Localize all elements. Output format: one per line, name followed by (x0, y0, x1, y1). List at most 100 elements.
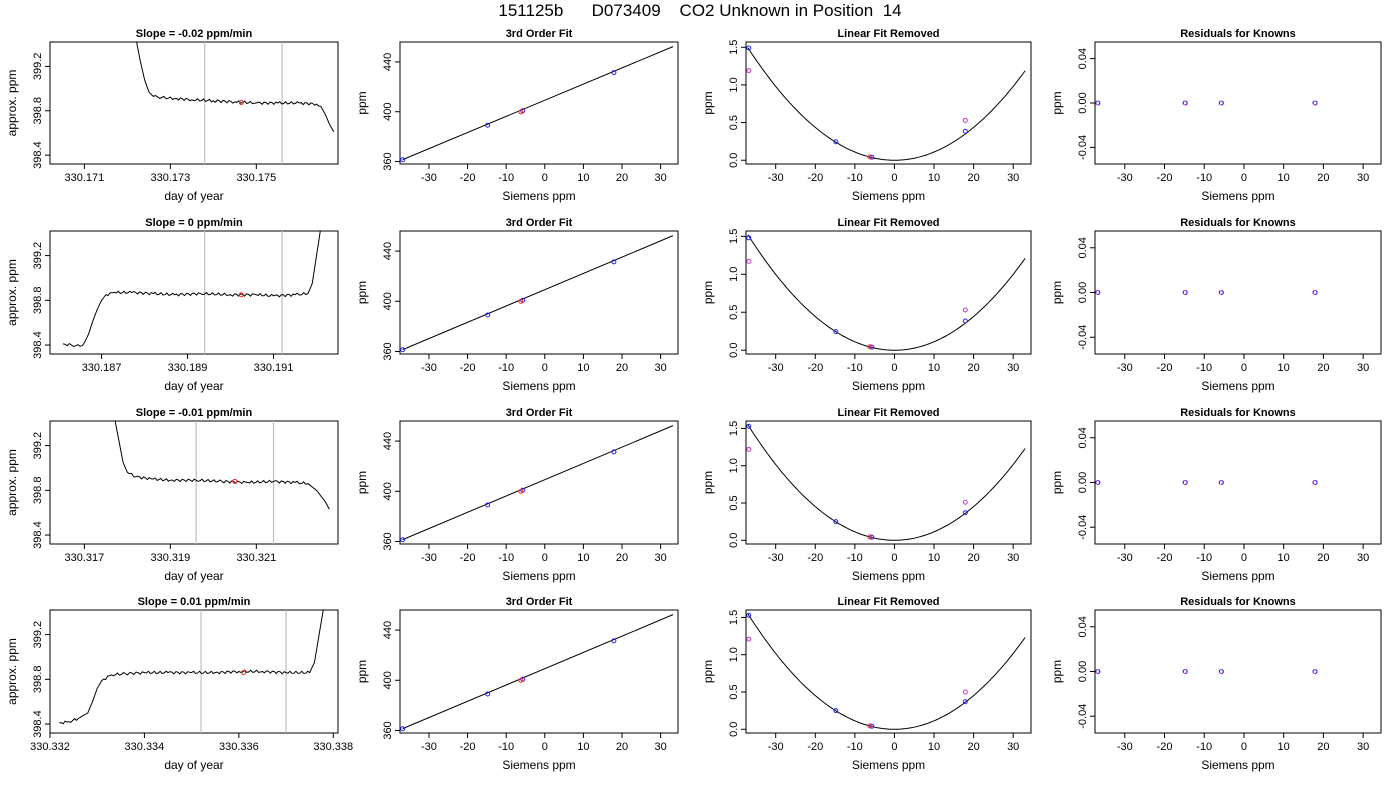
y-tick-label: 398.4 (32, 141, 44, 169)
x-axis-label: Siemens ppm (852, 758, 925, 772)
plot-frame (399, 420, 679, 545)
y-tick-label: 0.00 (1077, 92, 1089, 113)
y-tick-label: 0.5 (728, 305, 740, 320)
x-axis-label: day of year (164, 758, 223, 772)
x-tick-label: 0 (891, 172, 897, 184)
y-tick-label: 398.8 (32, 477, 44, 505)
x-tick-label: -20 (460, 362, 476, 374)
y-tick-label: 440 (382, 53, 394, 71)
plot-area (746, 234, 1026, 351)
unknown-marker (238, 292, 244, 298)
x-tick-label: 330.191 (254, 362, 294, 374)
known-point (485, 691, 491, 697)
x-tick-label: 10 (928, 552, 940, 564)
fit-point (746, 636, 752, 642)
x-tick-label: 30 (655, 552, 667, 564)
plot-frame (399, 609, 679, 734)
fit-point (746, 258, 752, 264)
plot-area (400, 235, 674, 353)
x-tick-label: 10 (1278, 172, 1290, 184)
x-tick-label: -20 (460, 741, 476, 753)
x-axis-label: Siemens ppm (1201, 569, 1274, 583)
y-tick-label: 1.0 (728, 458, 740, 473)
plot-area (136, 42, 335, 164)
y-axis-label: ppm (1050, 91, 1064, 114)
y-axis-label: ppm (701, 471, 715, 494)
y-tick-label: 360 (382, 152, 394, 170)
y-tick-label: 1.5 (728, 40, 740, 55)
known-point (962, 699, 968, 705)
unknown-marker (238, 99, 244, 105)
y-tick-label: 0.00 (1077, 282, 1089, 303)
x-tick-label: -30 (1117, 172, 1133, 184)
x-tick-label: -30 (421, 552, 437, 564)
x-tick-label: 330.173 (150, 172, 190, 184)
x-tick-label: -10 (847, 741, 863, 753)
known-point (746, 45, 752, 51)
known-point (962, 318, 968, 324)
x-tick-label: 0 (542, 741, 548, 753)
x-tick-label: 30 (1357, 172, 1369, 184)
x-tick-label: -20 (460, 552, 476, 564)
y-tick-label: 440 (382, 621, 394, 639)
plot-frame (49, 609, 339, 734)
x-tick-label: 20 (1317, 552, 1329, 564)
fit-panel-row-3: 3rd Order Fit -30 -20 -10 0 10 20 30 360 400 440 Si… (355, 407, 679, 583)
known-point (833, 708, 839, 714)
fit-curve (402, 425, 674, 541)
trace-panel-row-2: Slope = 0 ppm/min 330.187 330.189 330.191 39… (5, 217, 339, 393)
x-axis-label: Siemens ppm (1201, 379, 1274, 393)
x-tick-label: -30 (1117, 362, 1133, 374)
x-tick-label: -10 (498, 552, 514, 564)
plot-frame (49, 420, 339, 545)
residuals-panel-row-2: Residuals for Knowns -30 -20 -10 0 10 20 30 -0.0… (1050, 217, 1382, 393)
x-tick-label: 20 (967, 172, 979, 184)
x-tick-label: -30 (768, 552, 784, 564)
known-point (833, 139, 839, 145)
y-axis-label: ppm (1050, 660, 1064, 683)
unknown-marker (241, 670, 247, 676)
x-axis-label: Siemens ppm (852, 189, 925, 203)
y-tick-label: 360 (382, 721, 394, 739)
residuals-panel-row-3: Residuals for Knowns -30 -20 -10 0 10 20 30 -0.0… (1050, 407, 1382, 583)
plot-area (1095, 669, 1318, 674)
x-tick-label: 30 (1007, 741, 1019, 753)
y-tick-label: 0.0 (728, 533, 740, 548)
y-tick-label: 0.00 (1077, 472, 1089, 493)
y-axis-label: ppm (701, 660, 715, 683)
y-tick-label: 398.8 (32, 97, 44, 125)
x-tick-label: 30 (1357, 362, 1369, 374)
linear-removed-panel-row-3: Linear Fit Removed -30 -20 -10 0 10 20 30 0.0 0.5… (701, 407, 1032, 583)
known-point (962, 510, 968, 516)
trace-panel-row-4: Slope = 0.01 ppm/min 330.332 330.334 330.33… (5, 596, 353, 772)
x-tick-label: 10 (577, 552, 589, 564)
plot-area (400, 46, 674, 163)
x-tick-label: -10 (1196, 741, 1212, 753)
y-tick-label: 0.5 (728, 115, 740, 130)
y-tick-label: 0.0 (728, 722, 740, 737)
panel-title: Slope = -0.02 ppm/min (136, 28, 253, 40)
fit-panel-row-1: 3rd Order Fit -30 -20 -10 0 10 20 30 360 400 440 Si… (355, 28, 679, 203)
known-point (400, 347, 406, 353)
known-point (1312, 290, 1318, 295)
known-point (400, 537, 406, 543)
panel-title: Residuals for Knowns (1180, 28, 1296, 40)
x-tick-label: -30 (768, 362, 784, 374)
y-axis-label: approx. ppm (5, 259, 19, 326)
known-point (1312, 480, 1318, 485)
x-axis-label: Siemens ppm (502, 758, 575, 772)
x-tick-label: -30 (421, 172, 437, 184)
y-axis-label: ppm (355, 91, 369, 114)
y-tick-label: 399.2 (32, 242, 44, 270)
known-point (746, 423, 752, 429)
y-tick-label: 399.2 (32, 53, 44, 81)
y-tick-label: -0.04 (1077, 325, 1089, 350)
y-tick-label: 0.0 (728, 153, 740, 168)
plot-area (62, 231, 321, 354)
known-point (1218, 290, 1224, 295)
fit-point (746, 446, 752, 452)
y-tick-label: 0.04 (1077, 616, 1089, 637)
trace-panel-row-1: Slope = -0.02 ppm/min 330.171 330.173 330.1… (5, 28, 339, 203)
known-point (611, 449, 617, 455)
